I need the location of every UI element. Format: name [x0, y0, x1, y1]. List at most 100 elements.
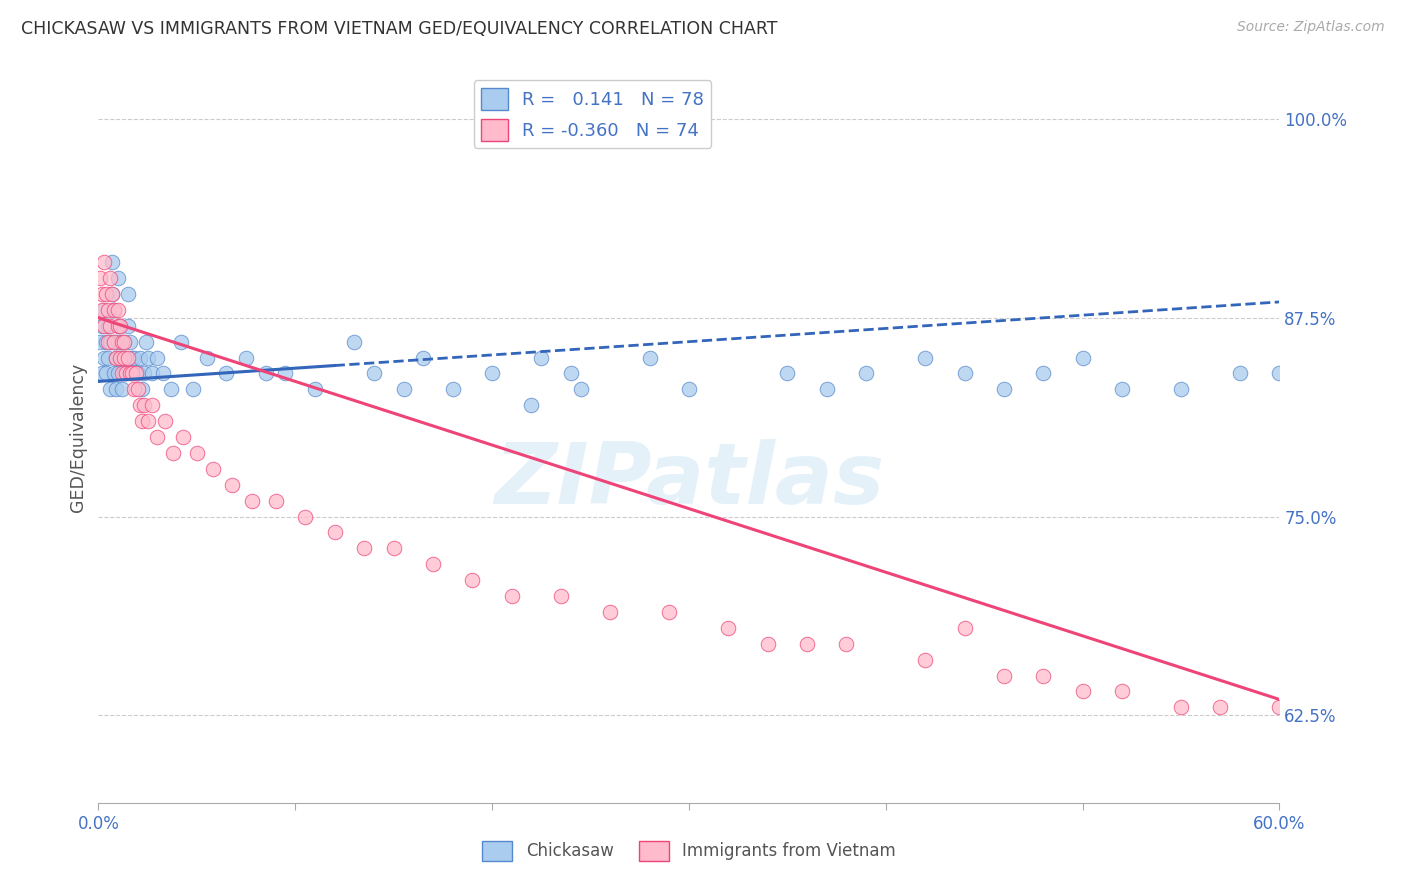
Point	[638, 351, 661, 365]
Point	[254, 367, 277, 381]
Point	[91, 367, 114, 381]
Point	[481, 367, 503, 381]
Point	[121, 367, 143, 381]
Point	[530, 351, 553, 365]
Point	[91, 318, 114, 333]
Point	[146, 430, 169, 444]
Point	[441, 383, 464, 397]
Point	[117, 287, 139, 301]
Point	[97, 351, 120, 365]
Point	[132, 398, 155, 412]
Text: ZIPatlas: ZIPatlas	[494, 440, 884, 523]
Point	[122, 351, 145, 365]
Point	[107, 302, 129, 317]
Point	[98, 318, 121, 333]
Point	[186, 446, 208, 460]
Point	[91, 287, 114, 301]
Point	[953, 621, 976, 635]
Point	[107, 367, 129, 381]
Point	[98, 271, 121, 285]
Point	[121, 367, 143, 381]
Point	[658, 605, 681, 619]
Point	[121, 351, 143, 365]
Point	[111, 367, 134, 381]
Point	[678, 383, 700, 397]
Point	[103, 334, 125, 349]
Point	[1386, 541, 1406, 556]
Point	[117, 318, 139, 333]
Point	[127, 383, 149, 397]
Point	[135, 334, 157, 349]
Point	[855, 367, 877, 381]
Point	[1229, 367, 1251, 381]
Point	[105, 383, 128, 397]
Point	[122, 383, 145, 397]
Point	[1347, 525, 1369, 540]
Point	[993, 668, 1015, 682]
Point	[112, 351, 135, 365]
Point	[235, 351, 257, 365]
Point	[112, 334, 135, 349]
Y-axis label: GED/Equivalency: GED/Equivalency	[69, 362, 87, 512]
Point	[835, 637, 858, 651]
Point	[1268, 367, 1291, 381]
Point	[89, 271, 111, 285]
Point	[1111, 383, 1133, 397]
Point	[125, 367, 148, 381]
Point	[118, 334, 141, 349]
Point	[155, 414, 177, 428]
Point	[105, 351, 128, 365]
Text: Source: ZipAtlas.com: Source: ZipAtlas.com	[1237, 20, 1385, 34]
Point	[501, 589, 523, 603]
Point	[118, 367, 141, 381]
Point	[953, 367, 976, 381]
Point	[117, 351, 139, 365]
Point	[112, 367, 135, 381]
Point	[108, 318, 131, 333]
Point	[569, 383, 592, 397]
Point	[1170, 383, 1192, 397]
Point	[323, 525, 346, 540]
Point	[136, 414, 159, 428]
Point	[136, 351, 159, 365]
Point	[103, 334, 125, 349]
Point	[815, 383, 838, 397]
Point	[412, 351, 434, 365]
Point	[756, 637, 779, 651]
Point	[343, 334, 366, 349]
Point	[520, 398, 543, 412]
Legend: Chickasaw, Immigrants from Vietnam: Chickasaw, Immigrants from Vietnam	[475, 834, 903, 868]
Point	[98, 383, 121, 397]
Point	[392, 383, 415, 397]
Point	[170, 334, 193, 349]
Point	[195, 351, 218, 365]
Point	[112, 334, 135, 349]
Point	[1032, 668, 1054, 682]
Point	[103, 302, 125, 317]
Point	[111, 383, 134, 397]
Point	[101, 287, 124, 301]
Point	[914, 653, 936, 667]
Point	[96, 287, 118, 301]
Point	[181, 383, 204, 397]
Point	[914, 351, 936, 365]
Point	[274, 367, 297, 381]
Point	[221, 477, 243, 491]
Point	[172, 430, 194, 444]
Text: CHICKASAW VS IMMIGRANTS FROM VIETNAM GED/EQUIVALENCY CORRELATION CHART: CHICKASAW VS IMMIGRANTS FROM VIETNAM GED…	[21, 20, 778, 37]
Point	[128, 351, 150, 365]
Point	[96, 334, 118, 349]
Point	[1308, 525, 1330, 540]
Point	[160, 383, 183, 397]
Point	[146, 351, 169, 365]
Point	[111, 351, 134, 365]
Point	[111, 334, 134, 349]
Point	[1209, 700, 1232, 714]
Point	[103, 367, 125, 381]
Point	[1111, 684, 1133, 698]
Point	[796, 637, 818, 651]
Point	[128, 398, 150, 412]
Point	[115, 351, 138, 365]
Point	[131, 383, 153, 397]
Point	[97, 302, 120, 317]
